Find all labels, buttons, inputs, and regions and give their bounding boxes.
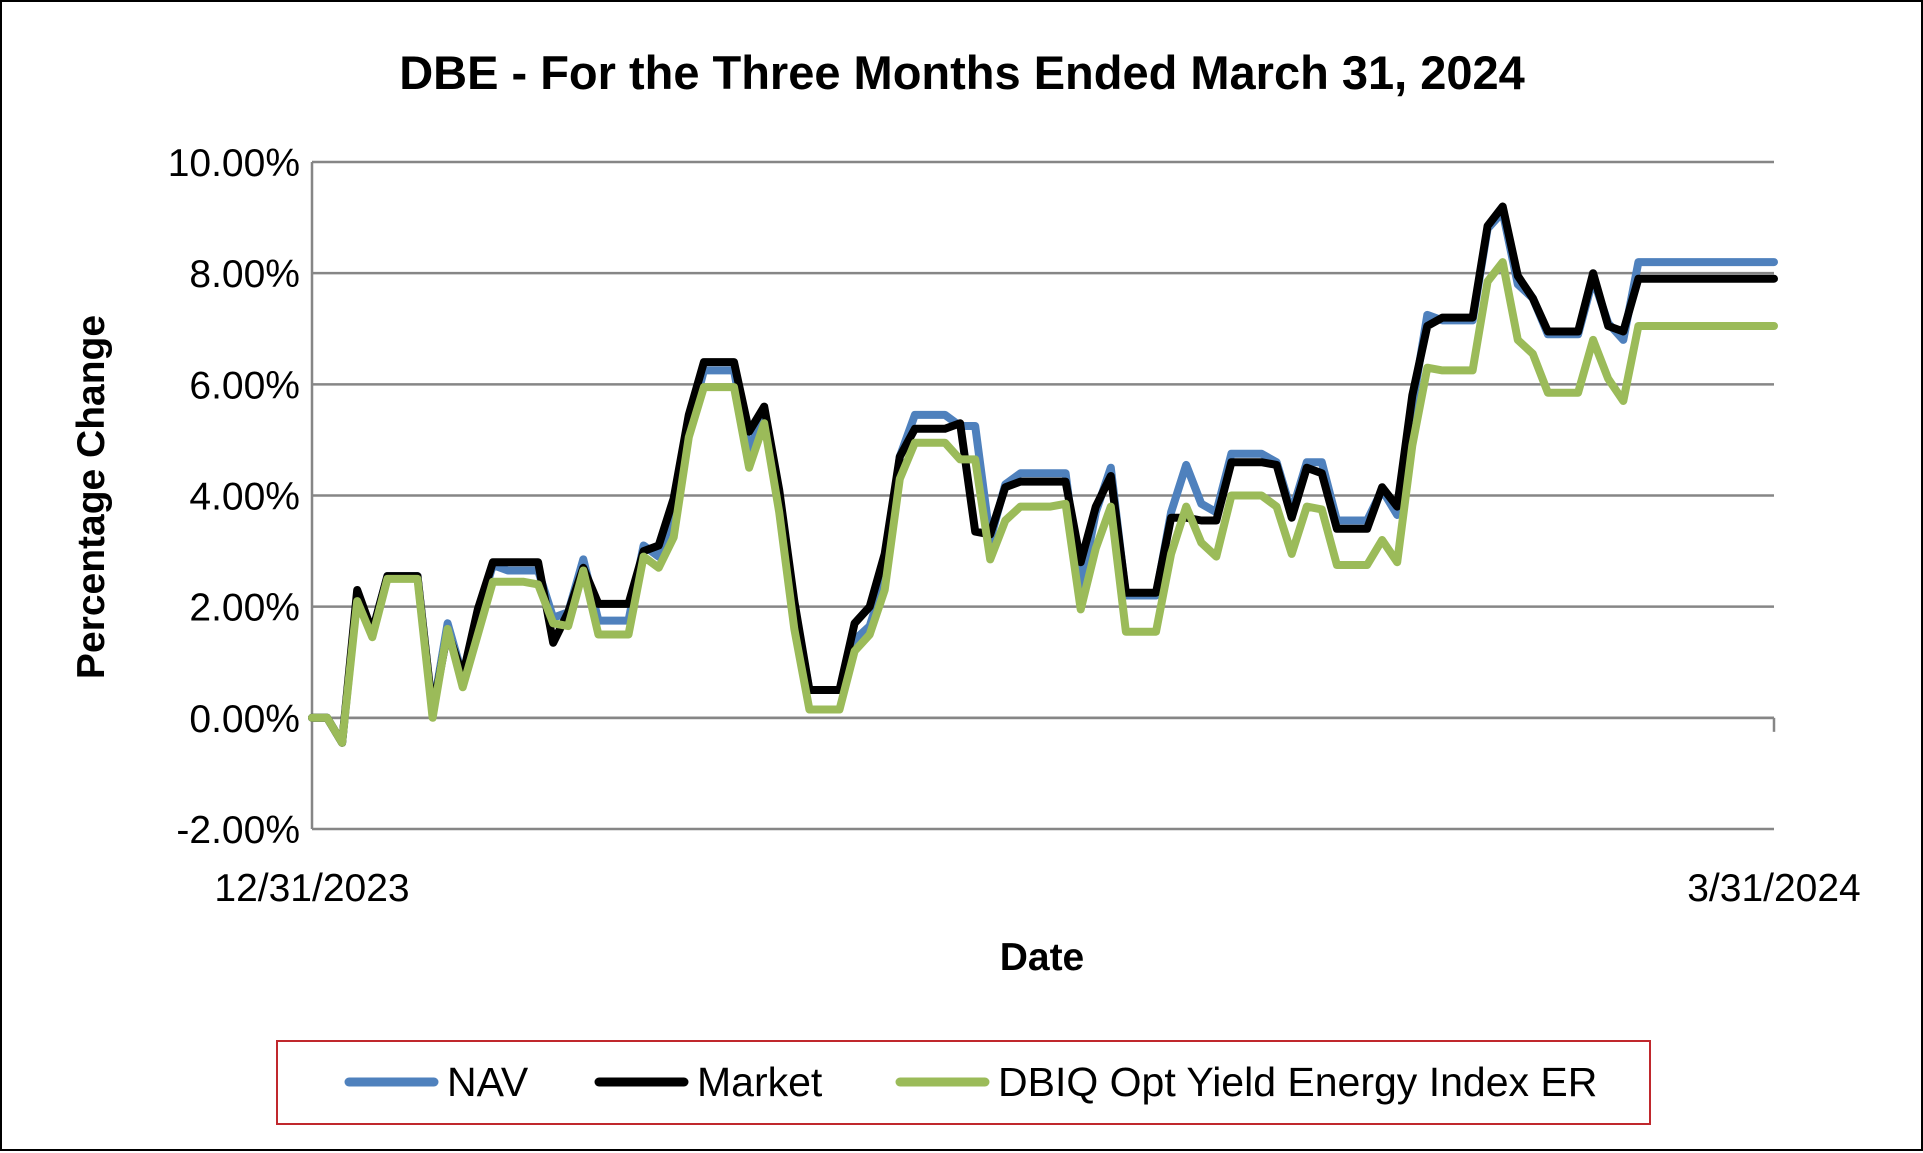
y-tick-label: 6.00% xyxy=(189,364,300,407)
legend-label: NAV xyxy=(447,1059,529,1105)
x-tick-label: 12/31/2023 xyxy=(214,867,409,910)
chart-title: DBE - For the Three Months Ended March 3… xyxy=(399,46,1525,99)
y-tick-label: 0.00% xyxy=(189,698,300,741)
legend-label: Market xyxy=(697,1059,823,1105)
legend-label: DBIQ Opt Yield Energy Index ER xyxy=(998,1059,1597,1105)
series-line-nav xyxy=(308,208,1778,747)
series-line-dbiq-opt-yield-energy-index-er xyxy=(308,258,1778,747)
series-line-market xyxy=(308,202,1778,747)
y-axis-title: Percentage Change xyxy=(70,315,113,679)
legend: NAV Market DBIQ Opt Yield Energy Index ER xyxy=(276,1040,1651,1125)
gridlines xyxy=(312,160,1774,831)
x-tick-label: 3/31/2024 xyxy=(1687,867,1861,910)
y-tick-label: 8.00% xyxy=(189,253,300,296)
series-lines xyxy=(308,202,1778,747)
y-tick-label: 4.00% xyxy=(189,476,300,519)
y-tick-label: -2.00% xyxy=(176,809,300,852)
x-axis-title: Date xyxy=(1000,936,1085,979)
legend-items: NAV Market DBIQ Opt Yield Energy Index ER xyxy=(344,1059,1597,1105)
y-tick-labels: -2.00% 0.00% 2.00% 4.00% 6.00% 8.00% 10.00% xyxy=(168,142,300,852)
x-tick-labels: 12/31/2023 3/31/2024 xyxy=(214,867,1860,910)
y-tick-label: 10.00% xyxy=(168,142,300,185)
y-tick-label: 2.00% xyxy=(189,587,300,630)
